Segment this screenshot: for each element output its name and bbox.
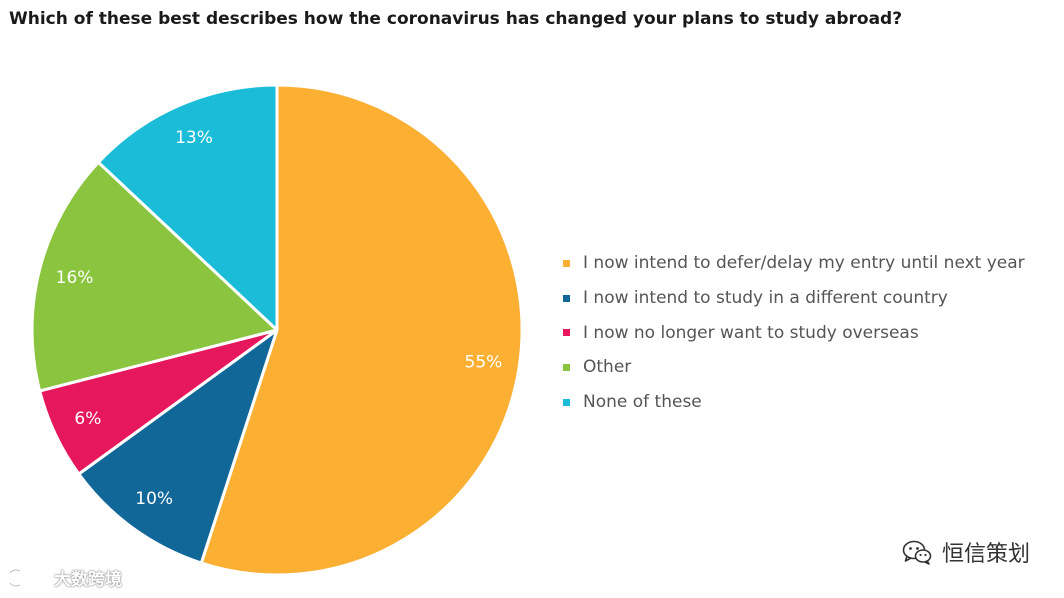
legend-swatch [563, 259, 570, 267]
watermark-right: 恒信策划 [902, 536, 1030, 568]
legend-swatch [563, 294, 570, 302]
legend-item: None of these [563, 385, 1025, 420]
legend-label: None of these [583, 392, 702, 413]
legend-label: I now no longer want to study overseas [583, 322, 919, 343]
legend-item: Other [563, 350, 1025, 385]
watermark-left: 大数跨境 [10, 565, 122, 590]
legend-label: I now intend to defer/delay my entry unt… [583, 253, 1025, 274]
legend-item: I now intend to defer/delay my entry unt… [563, 246, 1025, 281]
legend-item: I now no longer want to study overseas [563, 315, 1025, 350]
legend: I now intend to defer/delay my entry unt… [563, 246, 1025, 419]
legend-label: Other [583, 357, 632, 378]
legend-swatch [563, 329, 570, 337]
pie-slice [96, 83, 279, 332]
slice-value-label: 16% [56, 268, 94, 288]
pie-slice [77, 328, 279, 565]
brand-logo-icon [10, 568, 45, 587]
slice-value-label: 10% [135, 489, 173, 509]
slice-value-label: 6% [74, 409, 101, 429]
watermark-right-text: 恒信策划 [941, 542, 1030, 567]
legend-item: I now intend to study in a different cou… [563, 281, 1025, 316]
legend-swatch [563, 398, 570, 406]
slice-value-label: 13% [175, 128, 213, 148]
wechat-icon [902, 540, 932, 565]
pie-slice [30, 160, 279, 393]
chart-title: Which of these best describes how the co… [9, 9, 903, 29]
legend-swatch [563, 363, 570, 371]
watermark-left-text: 大数跨境 [54, 570, 122, 590]
slice-value-label: 55% [465, 353, 503, 373]
legend-label: I now intend to study in a different cou… [583, 288, 948, 309]
pie-slice [199, 83, 524, 577]
